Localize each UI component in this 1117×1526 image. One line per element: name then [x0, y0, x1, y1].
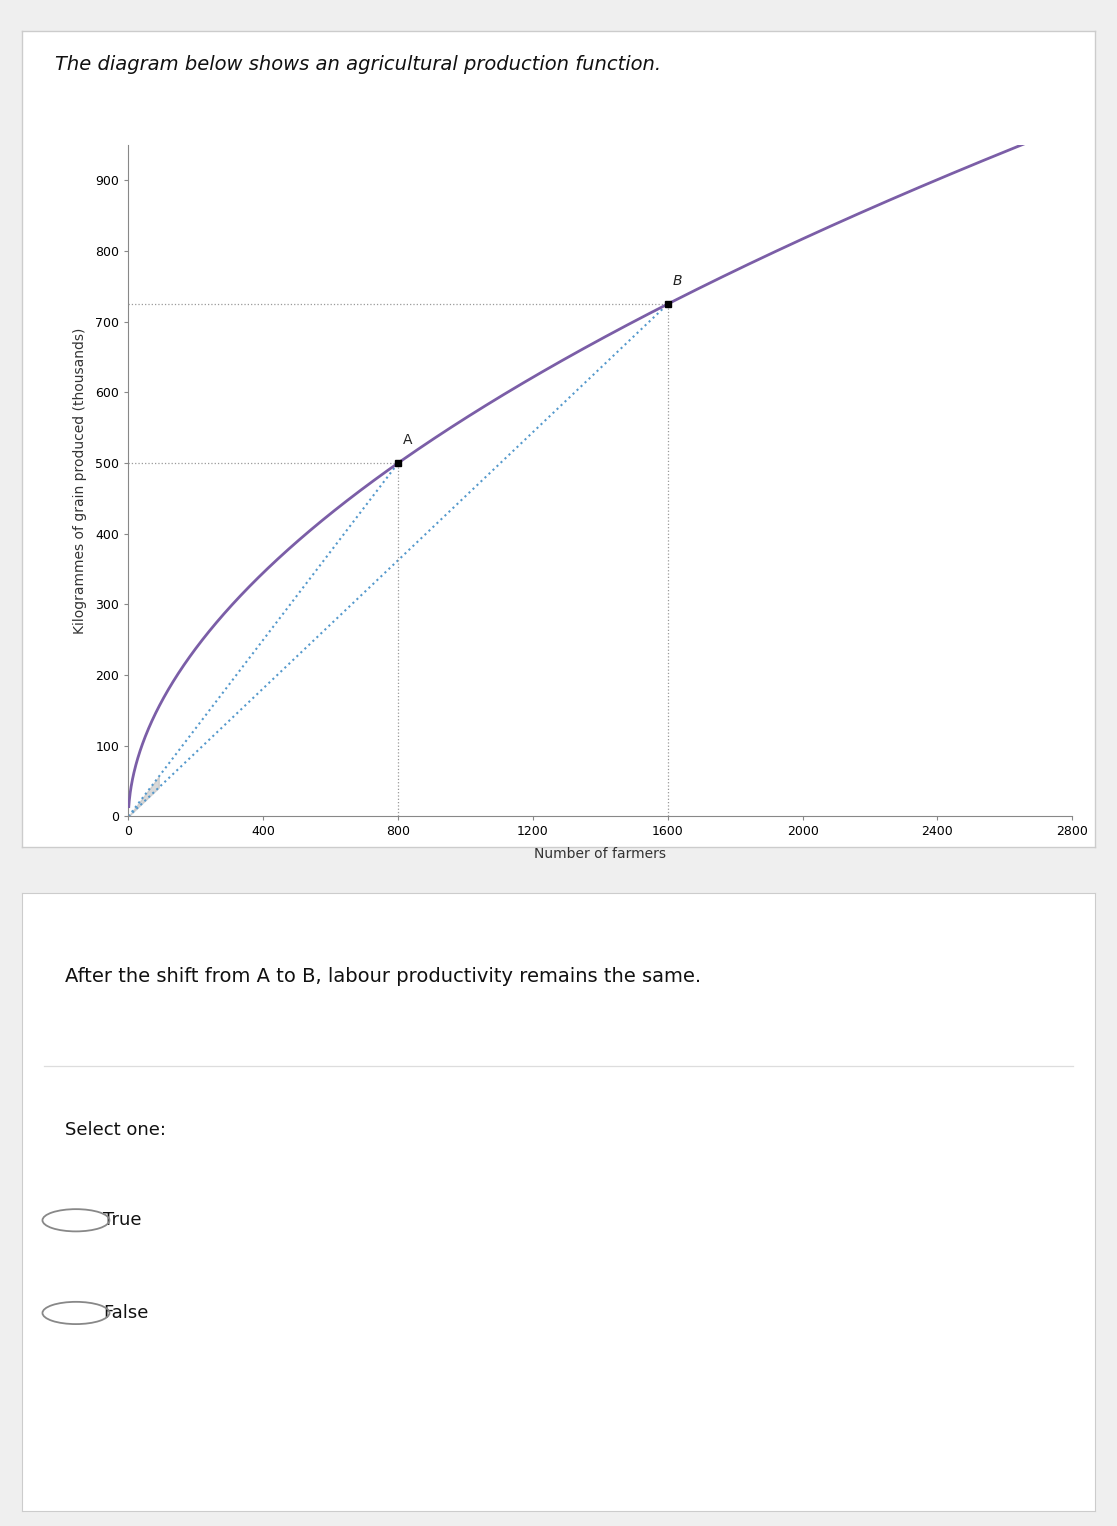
Text: False: False: [103, 1305, 149, 1322]
Text: The diagram below shows an agricultural production function.: The diagram below shows an agricultural …: [55, 55, 660, 75]
Text: Select one:: Select one:: [65, 1122, 166, 1140]
Text: A: A: [403, 433, 412, 447]
Text: After the shift from A to B, labour productivity remains the same.: After the shift from A to B, labour prod…: [65, 967, 701, 986]
Y-axis label: Kilogrammes of grain produced (thousands): Kilogrammes of grain produced (thousands…: [73, 328, 87, 633]
Text: True: True: [103, 1212, 141, 1230]
X-axis label: Number of farmers: Number of farmers: [534, 847, 667, 861]
Text: B: B: [672, 275, 682, 288]
